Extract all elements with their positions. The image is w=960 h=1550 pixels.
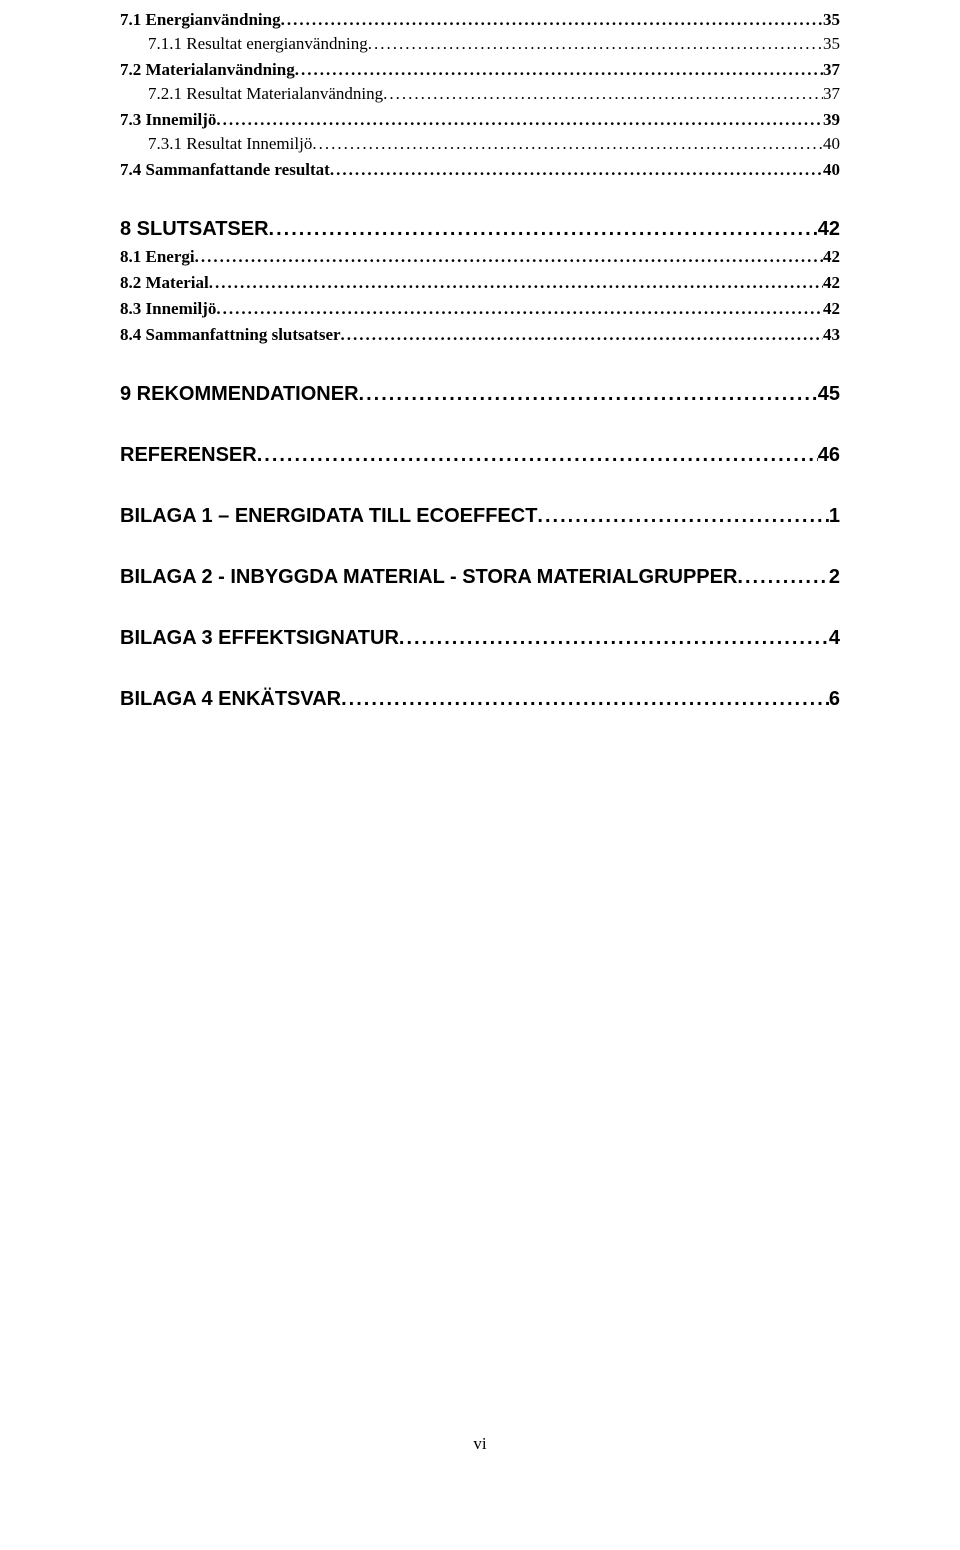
- toc-entry-page: 42: [818, 218, 840, 241]
- toc-page: 7.1 Energianvändning 357.1.1 Resultat en…: [0, 0, 960, 1550]
- toc-entry: 7.4 Sammanfattande resultat 40: [120, 160, 840, 180]
- toc-entry: 7.2 Materialanvändning 37: [120, 60, 840, 80]
- toc-leader-dots: [537, 505, 828, 528]
- toc-entry: 7.1.1 Resultat energianvändning 35: [120, 34, 840, 54]
- toc-leader-dots: [383, 84, 823, 104]
- toc-entry: 8.3 Innemiljö 42: [120, 299, 840, 319]
- toc-entry-label: 8.2 Material: [120, 273, 209, 293]
- toc-leader-dots: [341, 325, 823, 345]
- toc-leader-dots: [330, 160, 823, 180]
- toc-entry: 7.1 Energianvändning 35: [120, 10, 840, 30]
- toc-entry: BILAGA 1 – ENERGIDATA TILL ECOEFFECT 1: [120, 505, 840, 528]
- toc-leader-dots: [399, 627, 829, 650]
- toc-entry: REFERENSER 46: [120, 444, 840, 467]
- toc-leader-dots: [216, 299, 823, 319]
- toc-entry-page: 6: [829, 688, 840, 711]
- toc-entry: BILAGA 3 EFFEKTSIGNATUR 4: [120, 627, 840, 650]
- toc-entry-page: 1: [829, 505, 840, 528]
- toc-entry: BILAGA 4 ENKÄTSVAR 6: [120, 688, 840, 711]
- toc-entry-page: 35: [823, 10, 840, 30]
- toc-entry-page: 4: [829, 627, 840, 650]
- toc-entry-page: 42: [823, 273, 840, 293]
- toc-entry-page: 37: [823, 60, 840, 80]
- toc-entry-label: 8 SLUTSATSER: [120, 218, 269, 241]
- toc-entry: 8.2 Material 42: [120, 273, 840, 293]
- toc-leader-dots: [281, 10, 823, 30]
- toc-entry: 7.3.1 Resultat Innemiljö 40: [120, 134, 840, 154]
- toc-entry-label: 8.1 Energi: [120, 247, 195, 267]
- toc-entry: 8.1 Energi 42: [120, 247, 840, 267]
- toc-entry: BILAGA 2 - INBYGGDA MATERIAL - STORA MAT…: [120, 566, 840, 589]
- toc-entry-page: 43: [823, 325, 840, 345]
- toc-leader-dots: [359, 383, 818, 406]
- toc-entry-label: 9 REKOMMENDATIONER: [120, 383, 359, 406]
- page-number-footer: vi: [0, 1434, 960, 1454]
- toc-entry-page: 2: [829, 566, 840, 589]
- toc-entry-page: 37: [823, 84, 840, 104]
- toc-entry-label: 7.4 Sammanfattande resultat: [120, 160, 330, 180]
- toc-leader-dots: [312, 134, 823, 154]
- toc-leader-dots: [368, 34, 823, 54]
- toc-entry-page: 42: [823, 247, 840, 267]
- toc-entry-label: 7.2.1 Resultat Materialanvändning: [148, 84, 383, 104]
- toc-entry-label: 7.1 Energianvändning: [120, 10, 281, 30]
- toc-entry-page: 46: [818, 444, 840, 467]
- toc-entry-label: 7.1.1 Resultat energianvändning: [148, 34, 368, 54]
- toc-entry-label: 7.3 Innemiljö: [120, 110, 216, 130]
- toc-list: 7.1 Energianvändning 357.1.1 Resultat en…: [120, 10, 840, 711]
- toc-leader-dots: [216, 110, 823, 130]
- toc-entry-label: REFERENSER: [120, 444, 257, 467]
- toc-leader-dots: [209, 273, 823, 293]
- toc-entry-label: BILAGA 1 – ENERGIDATA TILL ECOEFFECT: [120, 505, 537, 528]
- toc-entry: 8 SLUTSATSER 42: [120, 218, 840, 241]
- toc-entry-label: BILAGA 3 EFFEKTSIGNATUR: [120, 627, 399, 650]
- toc-leader-dots: [257, 444, 818, 467]
- toc-entry-page: 40: [823, 160, 840, 180]
- toc-entry-page: 42: [823, 299, 840, 319]
- toc-entry-label: 7.3.1 Resultat Innemiljö: [148, 134, 312, 154]
- toc-leader-dots: [195, 247, 823, 267]
- toc-entry: 9 REKOMMENDATIONER 45: [120, 383, 840, 406]
- toc-entry-label: 8.3 Innemiljö: [120, 299, 216, 319]
- toc-leader-dots: [737, 566, 828, 589]
- toc-entry: 7.2.1 Resultat Materialanvändning 37: [120, 84, 840, 104]
- toc-entry: 7.3 Innemiljö 39: [120, 110, 840, 130]
- toc-entry-label: BILAGA 2 - INBYGGDA MATERIAL - STORA MAT…: [120, 566, 737, 589]
- toc-entry-label: 8.4 Sammanfattning slutsatser: [120, 325, 341, 345]
- toc-leader-dots: [341, 688, 829, 711]
- toc-leader-dots: [295, 60, 823, 80]
- toc-leader-dots: [269, 218, 818, 241]
- toc-entry-page: 45: [818, 383, 840, 406]
- toc-entry: 8.4 Sammanfattning slutsatser 43: [120, 325, 840, 345]
- toc-entry-page: 40: [823, 134, 840, 154]
- toc-entry-page: 39: [823, 110, 840, 130]
- toc-entry-label: BILAGA 4 ENKÄTSVAR: [120, 688, 341, 711]
- toc-entry-page: 35: [823, 34, 840, 54]
- toc-entry-label: 7.2 Materialanvändning: [120, 60, 295, 80]
